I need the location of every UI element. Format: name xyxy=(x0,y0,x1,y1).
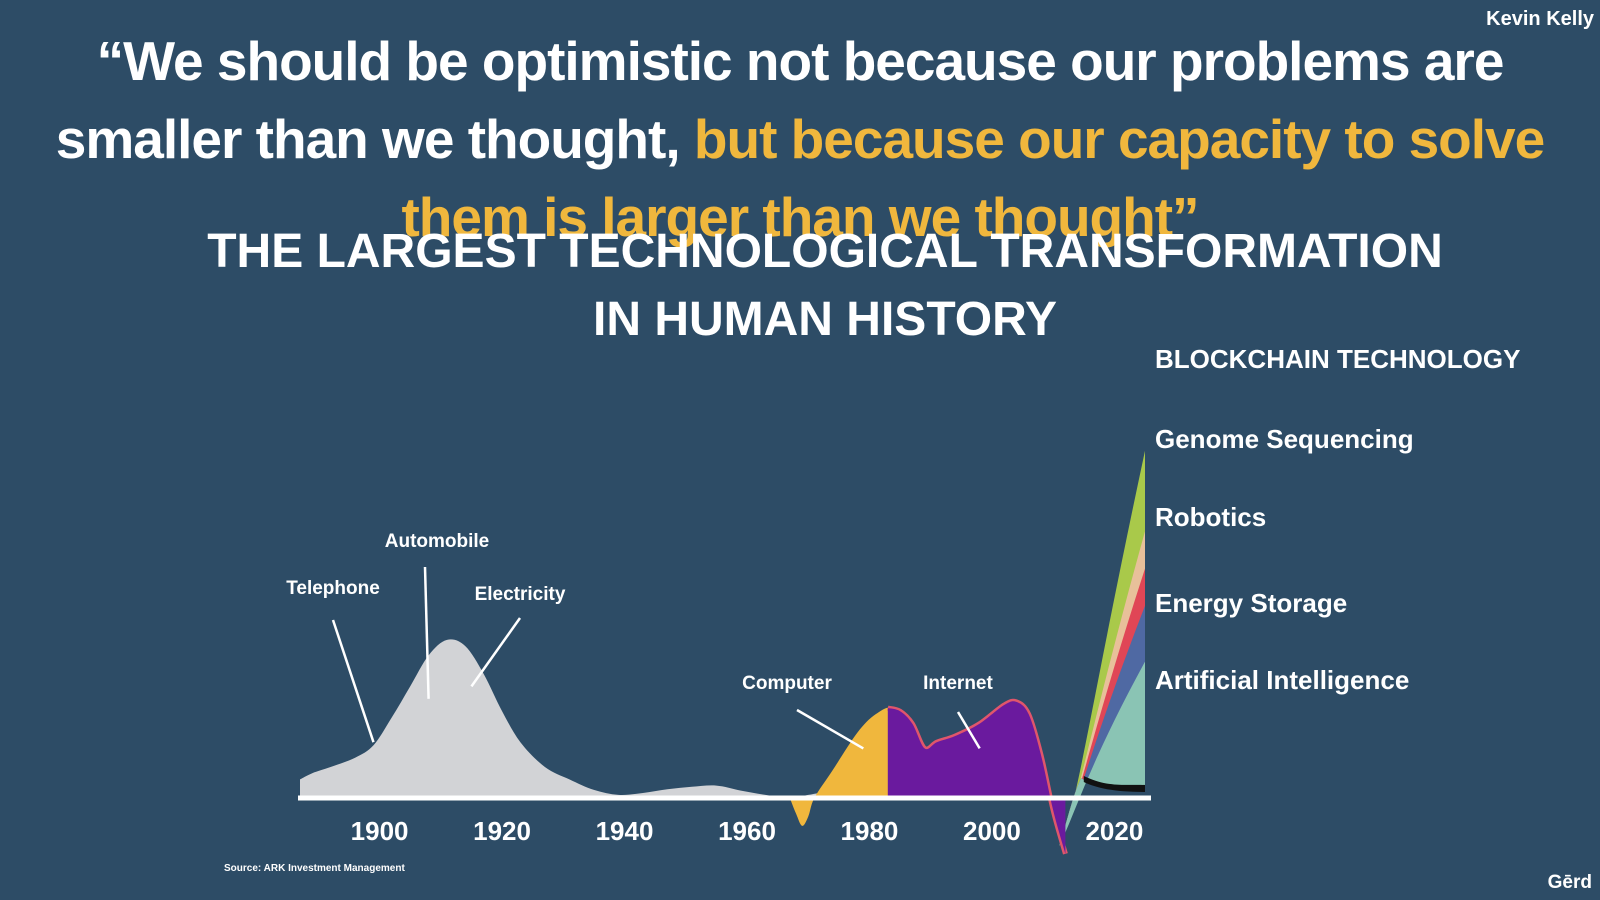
annotation-pointer-internet xyxy=(956,711,981,750)
chart-axis: 1900 1920 1940 1960 1980 2000 2020 xyxy=(298,795,1151,846)
annotation-pointer-electricity xyxy=(470,617,522,688)
annotation-pointer-computer xyxy=(796,708,864,750)
annotation-pointer-telephone xyxy=(331,619,375,743)
annotation-telephone: Telephone xyxy=(286,578,380,599)
chart-title-line-2: IN HUMAN HISTORY xyxy=(592,293,1057,346)
x-tick-label-2000: 2000 xyxy=(963,816,1021,846)
series-area-ai xyxy=(1059,661,1145,846)
legend-item-energy-storage: Energy Storage xyxy=(1155,588,1347,618)
quote-author: Kevin Kelly xyxy=(1486,8,1594,30)
chart-legend: BLOCKCHAIN TECHNOLOGY Genome Sequencing Ro… xyxy=(1155,344,1520,695)
x-tick-label-1980: 1980 xyxy=(841,816,899,846)
x-tick-label-1900: 1900 xyxy=(351,816,409,846)
quote-part-highlight: but because our capacity to solve them i… xyxy=(401,108,1545,248)
annotation-automobile: Automobile xyxy=(385,531,490,552)
quote-part-white: “We should be optimistic not because our… xyxy=(55,30,1505,170)
x-tick-label-1940: 1940 xyxy=(596,816,654,846)
chart-title: THE LARGEST TECHNOLOGICAL TRANSFORMATION… xyxy=(0,218,1600,354)
series-area-internet xyxy=(887,701,1066,854)
source-note: Source: ARK Investment Management xyxy=(224,863,405,874)
legend-item-blockchain-technology: BLOCKCHAIN TECHNOLOGY xyxy=(1155,344,1520,374)
quote-text: “We should be optimistic not because our… xyxy=(30,22,1570,256)
x-tick-label-1960: 1960 xyxy=(718,816,776,846)
annotation-electricity: Electricity xyxy=(475,584,566,605)
legend-item-artificial-intelligence: Artificial Intelligence xyxy=(1155,665,1409,695)
brand-logo: Gērd xyxy=(1547,872,1592,893)
annotation-computer: Computer xyxy=(742,673,832,694)
series-band-dark xyxy=(1083,776,1145,792)
annotation-internet: Internet xyxy=(923,673,993,694)
chart-annotations: Telephone Automobile Electricity Computer In… xyxy=(286,531,994,750)
legend-item-robotics: Robotics xyxy=(1155,502,1266,532)
x-tick-label-2020: 2020 xyxy=(1085,816,1143,846)
chart-title-line-1: THE LARGEST TECHNOLOGICAL TRANSFORMATION xyxy=(207,225,1443,278)
series-area-early-technologies xyxy=(300,639,980,798)
x-tick-label-1920: 1920 xyxy=(473,816,531,846)
legend-item-genome-sequencing: Genome Sequencing xyxy=(1155,424,1414,454)
annotation-pointer-automobile xyxy=(423,566,430,699)
